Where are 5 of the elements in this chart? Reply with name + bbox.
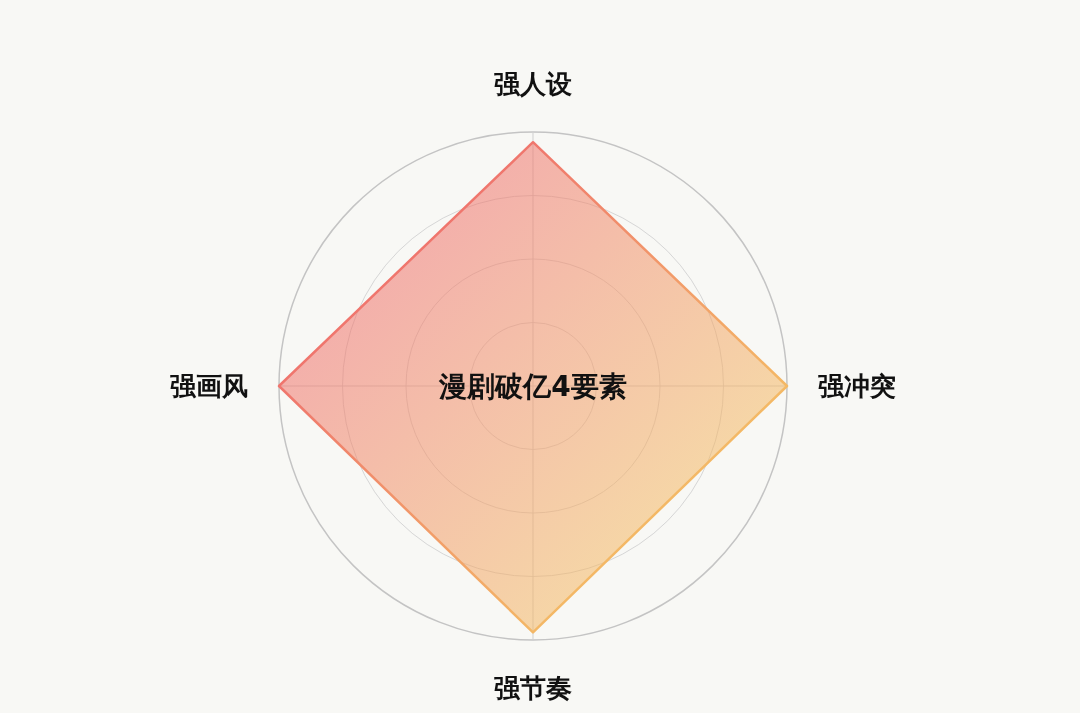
spoke-label: 强画风 [170,371,248,401]
text: 漫剧破亿4要素 [438,369,627,403]
spoke-label: 强节奏 [494,673,572,703]
spoke-label: 强人设 [494,69,572,99]
spoke-label: 强冲突 [818,371,896,401]
